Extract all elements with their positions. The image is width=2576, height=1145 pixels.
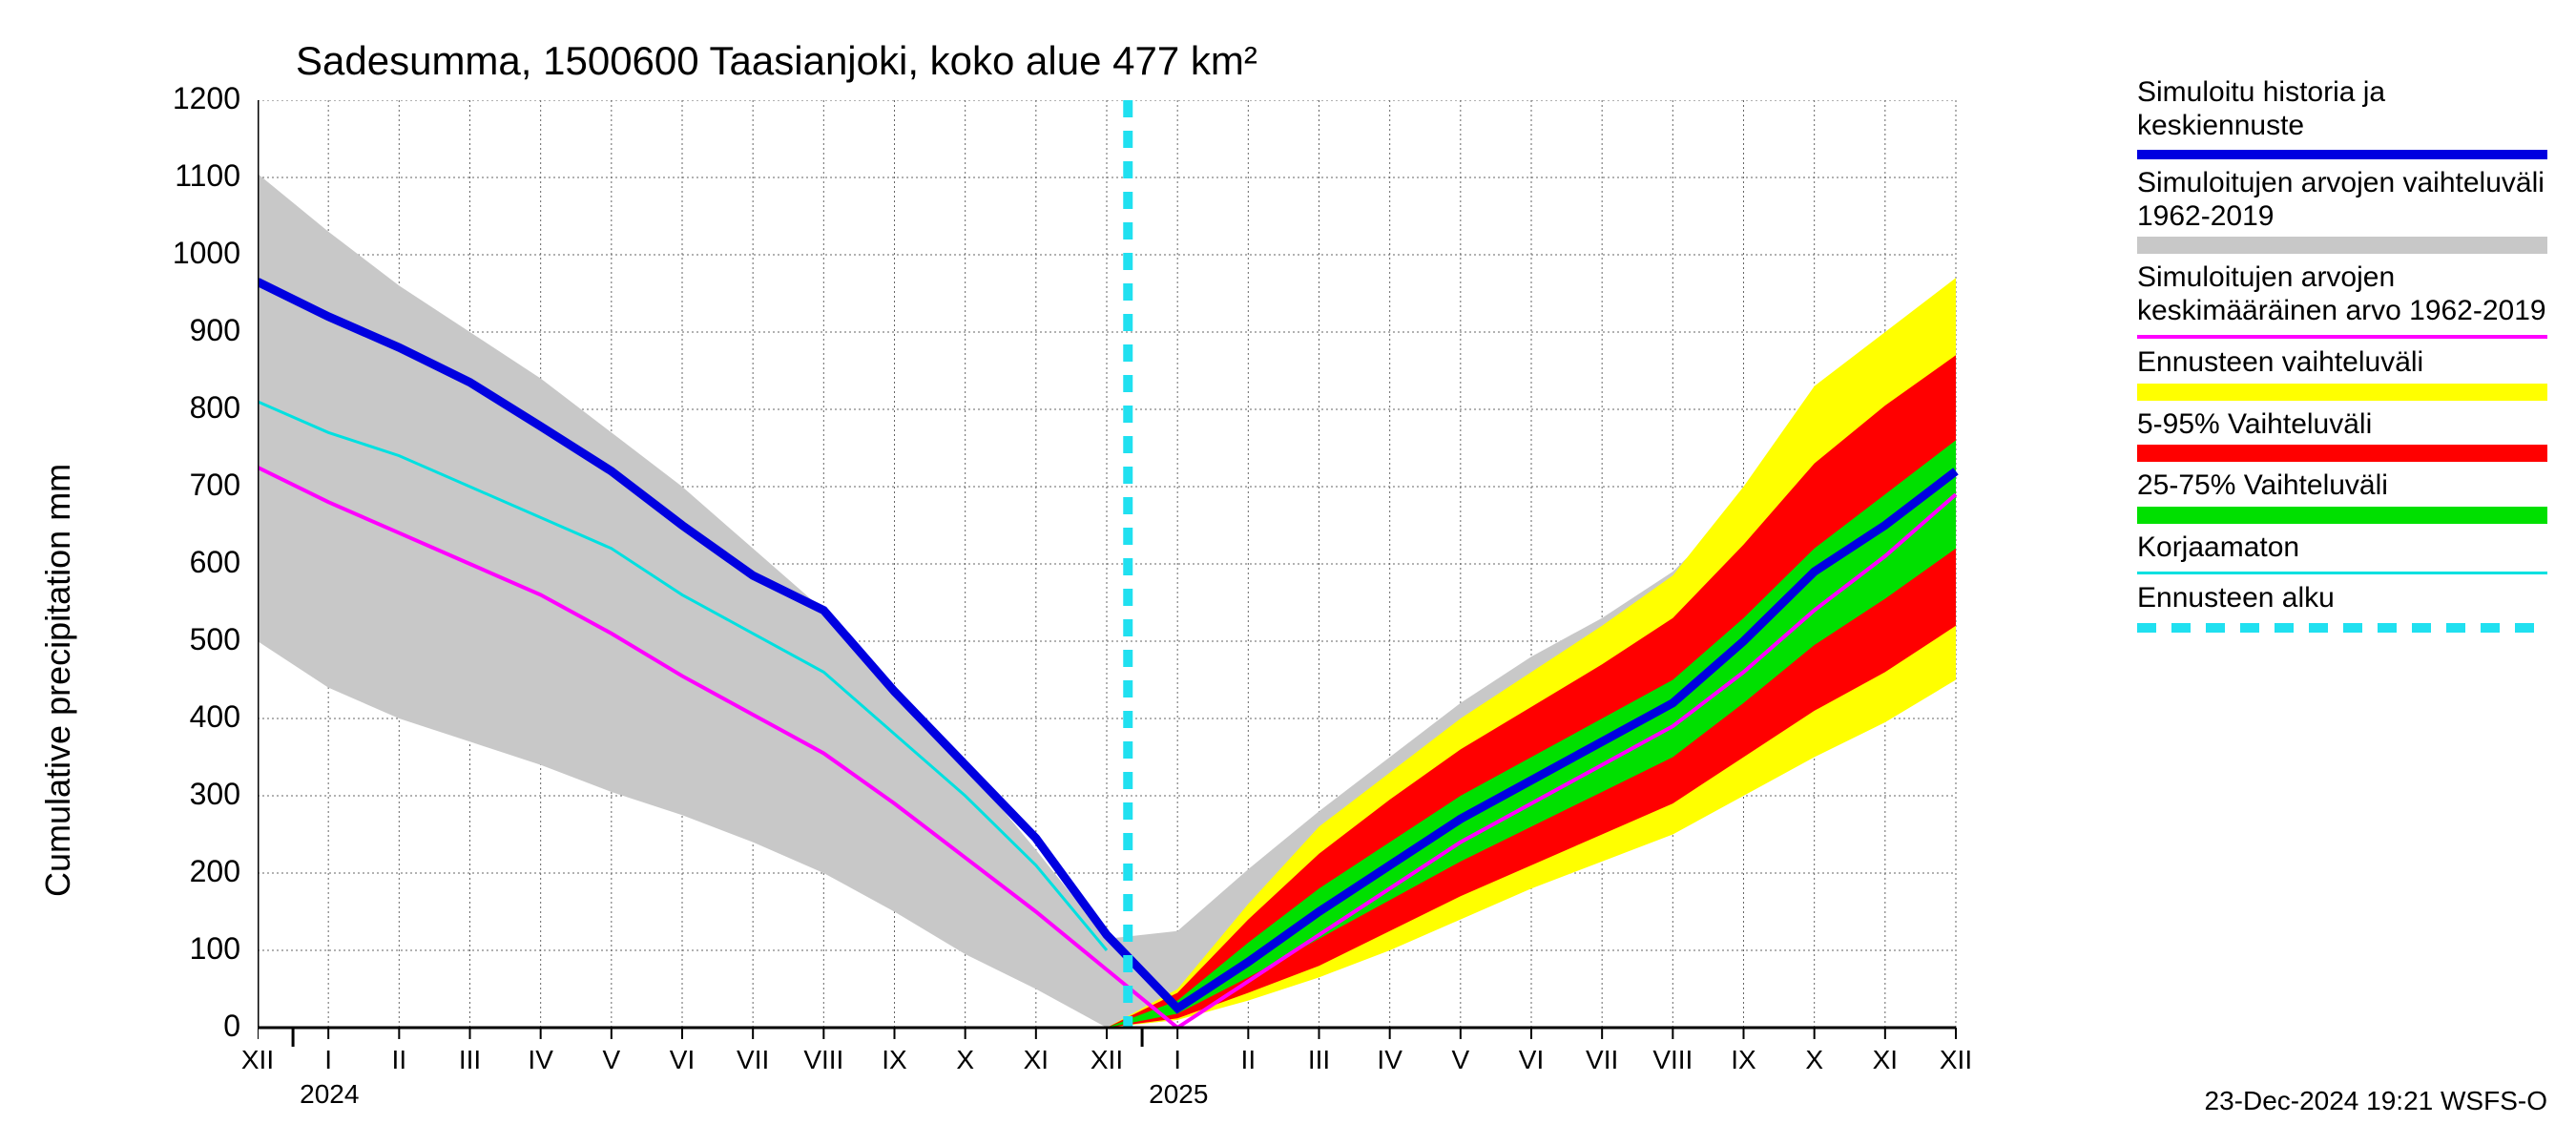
x-tick: IX	[1731, 1045, 1755, 1075]
legend-swatch	[2137, 623, 2547, 633]
legend-text: Ennusteen alku	[2137, 582, 2547, 615]
y-tick: 700	[190, 468, 240, 503]
x-tick: X	[1805, 1045, 1823, 1075]
x-tick: II	[392, 1045, 407, 1075]
legend-swatch	[2137, 237, 2547, 254]
legend-text: 5-95% Vaihteluväli	[2137, 408, 2547, 442]
legend-text: Korjaamaton	[2137, 531, 2547, 565]
y-tick: 600	[190, 545, 240, 580]
y-tick: 1200	[173, 81, 240, 116]
legend-item: Simuloitu historia ja keskiennuste	[2137, 76, 2547, 159]
x-tick: XII	[241, 1045, 274, 1075]
legend-item: Ennusteen vaihteluväli	[2137, 346, 2547, 401]
y-axis-label: Cumulative precipitation mm	[38, 464, 78, 897]
legend-text: 25-75% Vaihteluväli	[2137, 469, 2547, 503]
x-tick: XI	[1024, 1045, 1049, 1075]
x-tick: I	[324, 1045, 332, 1075]
x-tick: V	[1451, 1045, 1469, 1075]
year-label: 2025	[1149, 1079, 1208, 1110]
legend: Simuloitu historia ja keskiennuste Simulo…	[2137, 76, 2547, 640]
x-tick: XI	[1873, 1045, 1898, 1075]
y-tick: 100	[190, 931, 240, 967]
plot-area	[258, 100, 1975, 1047]
legend-item: Ennusteen alku	[2137, 582, 2547, 633]
legend-swatch	[2137, 384, 2547, 401]
x-tick: II	[1241, 1045, 1257, 1075]
legend-text: Simuloitujen arvojen keskimääräinen arvo…	[2137, 261, 2547, 327]
legend-swatch	[2137, 150, 2547, 159]
footer-timestamp: 23-Dec-2024 19:21 WSFS-O	[2205, 1086, 2548, 1116]
x-tick: I	[1174, 1045, 1181, 1075]
chart-container: Sadesumma, 1500600 Taasianjoki, koko alu…	[86, 38, 2557, 1107]
x-tick: VII	[737, 1045, 769, 1075]
x-tick: XII	[1940, 1045, 1972, 1075]
y-tick: 800	[190, 390, 240, 426]
legend-item: 25-75% Vaihteluväli	[2137, 469, 2547, 524]
legend-swatch	[2137, 335, 2547, 339]
chart-title: Sadesumma, 1500600 Taasianjoki, koko alu…	[296, 38, 1257, 84]
legend-text: Ennusteen vaihteluväli	[2137, 346, 2547, 380]
x-tick: X	[956, 1045, 974, 1075]
y-tick: 900	[190, 313, 240, 348]
legend-text: Simuloitu historia ja keskiennuste	[2137, 76, 2547, 142]
x-tick: VII	[1586, 1045, 1618, 1075]
x-tick: VI	[1519, 1045, 1544, 1075]
y-tick: 300	[190, 777, 240, 812]
x-tick: IV	[1377, 1045, 1402, 1075]
x-tick: VIII	[803, 1045, 843, 1075]
x-tick: III	[459, 1045, 481, 1075]
legend-item: 5-95% Vaihteluväli	[2137, 408, 2547, 463]
y-tick: 0	[223, 1009, 240, 1044]
y-tick: 400	[190, 699, 240, 735]
x-tick: III	[1308, 1045, 1330, 1075]
legend-swatch	[2137, 507, 2547, 524]
legend-swatch	[2137, 572, 2547, 574]
x-tick: VI	[670, 1045, 695, 1075]
x-tick: XII	[1091, 1045, 1123, 1075]
legend-item: Simuloitujen arvojen vaihteluväli 1962-2…	[2137, 167, 2547, 254]
legend-swatch	[2137, 445, 2547, 462]
y-tick: 200	[190, 854, 240, 889]
x-tick: VIII	[1652, 1045, 1693, 1075]
legend-text: Simuloitujen arvojen vaihteluväli 1962-2…	[2137, 167, 2547, 233]
x-tick: V	[602, 1045, 620, 1075]
y-tick: 1100	[175, 158, 240, 194]
y-tick: 500	[190, 622, 240, 657]
legend-item: Korjaamaton	[2137, 531, 2547, 575]
legend-item: Simuloitujen arvojen keskimääräinen arvo…	[2137, 261, 2547, 339]
x-tick: IX	[882, 1045, 906, 1075]
x-tick: IV	[528, 1045, 552, 1075]
y-tick: 1000	[173, 236, 240, 271]
year-label: 2024	[300, 1079, 359, 1110]
